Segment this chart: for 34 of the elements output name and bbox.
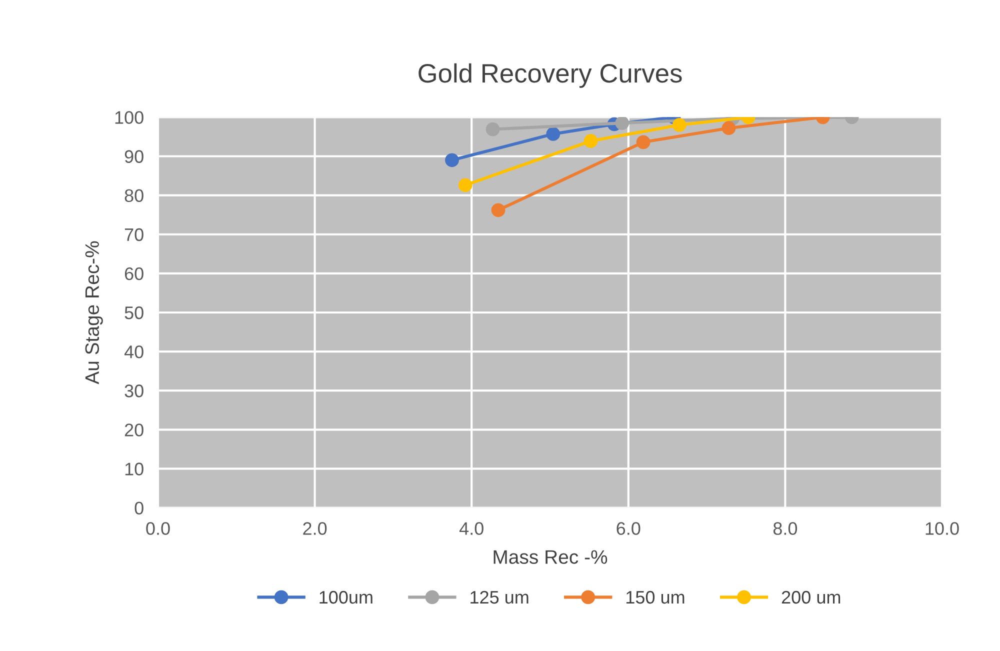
x-tick-label: 6.0 [616, 522, 640, 535]
y-tick-label: 40 [124, 345, 144, 358]
point [458, 178, 472, 192]
x-tick-label: 4.0 [459, 522, 484, 535]
legend-label: 125 um [470, 590, 528, 604]
y-axis-title: Au Stage Rec-% [85, 241, 103, 384]
point [615, 117, 630, 130]
y-tick-label: 60 [124, 267, 144, 280]
y-tick-label: 30 [124, 384, 144, 398]
x-tick-label: 10.0 [926, 522, 959, 535]
y-tick-label: 100 [115, 111, 144, 124]
point [445, 153, 459, 168]
y-tick-label: 70 [124, 228, 144, 242]
y-tick-label: 80 [124, 189, 144, 202]
point [491, 203, 506, 218]
legend-label: 150 um [626, 590, 684, 604]
y-tick-label: 90 [124, 150, 144, 163]
y-tick-label: 20 [124, 424, 144, 436]
chart-title: Gold Recovery Curves [418, 63, 682, 88]
point [546, 127, 560, 141]
x-axis-title: Mass Rec -% [494, 550, 608, 564]
point [584, 134, 598, 148]
y-tick-label: 10 [125, 462, 144, 476]
point [636, 135, 650, 150]
y-tick-label: 50 [124, 306, 144, 320]
point [486, 122, 500, 136]
legend-label: 100um [320, 590, 372, 604]
point [672, 118, 686, 132]
y-tick-label: 0 [134, 502, 144, 514]
point [722, 121, 736, 136]
x-tick-label: 2.0 [303, 522, 327, 535]
x-tick-label: 0.0 [146, 522, 170, 535]
legend-label: 200 um [782, 590, 840, 604]
x-tick-label: 8.0 [773, 522, 798, 535]
